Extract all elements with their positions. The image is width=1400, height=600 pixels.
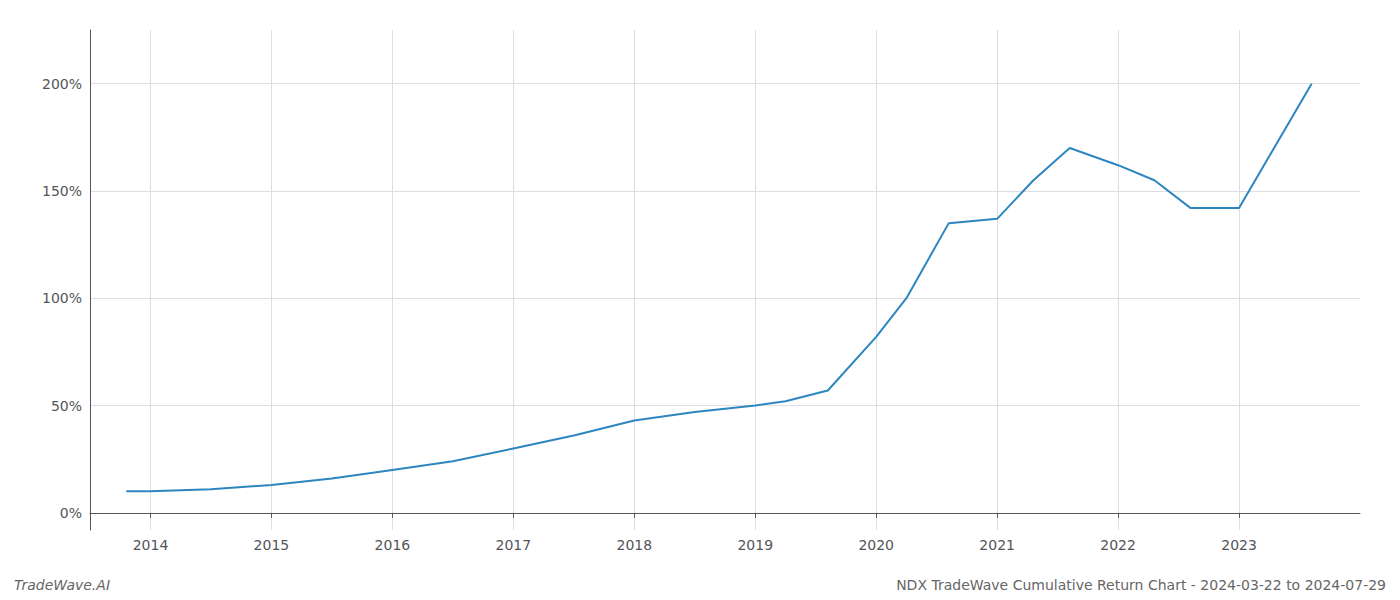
svg-text:150%: 150% bbox=[42, 183, 82, 199]
svg-text:2023: 2023 bbox=[1221, 537, 1257, 553]
svg-text:2014: 2014 bbox=[133, 537, 169, 553]
svg-text:2022: 2022 bbox=[1100, 537, 1136, 553]
svg-text:2016: 2016 bbox=[375, 537, 411, 553]
svg-text:100%: 100% bbox=[42, 290, 82, 306]
svg-text:2019: 2019 bbox=[737, 537, 773, 553]
svg-text:2015: 2015 bbox=[254, 537, 290, 553]
svg-text:0%: 0% bbox=[60, 505, 82, 521]
svg-text:2018: 2018 bbox=[616, 537, 652, 553]
svg-text:NDX TradeWave Cumulative Retur: NDX TradeWave Cumulative Return Chart - … bbox=[896, 577, 1386, 593]
svg-text:2017: 2017 bbox=[496, 537, 532, 553]
svg-text:50%: 50% bbox=[51, 398, 82, 414]
svg-text:2020: 2020 bbox=[858, 537, 894, 553]
svg-text:2021: 2021 bbox=[979, 537, 1015, 553]
svg-text:TradeWave.AI: TradeWave.AI bbox=[14, 577, 110, 593]
svg-text:200%: 200% bbox=[42, 76, 82, 92]
